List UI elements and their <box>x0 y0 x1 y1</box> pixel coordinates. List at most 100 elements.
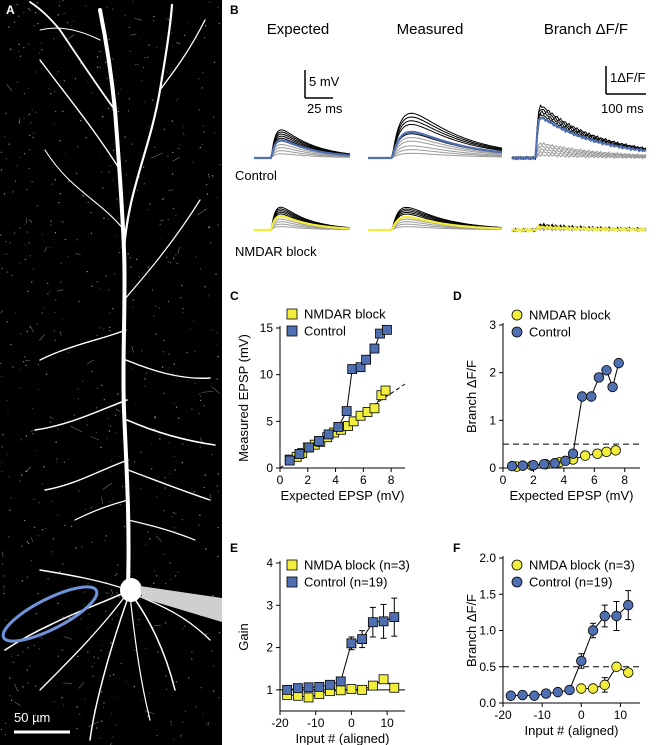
speckle <box>107 218 109 220</box>
data-point <box>607 381 618 393</box>
speckle <box>125 160 127 162</box>
speckle <box>38 535 40 537</box>
data-point <box>333 422 344 432</box>
speckle <box>27 290 29 292</box>
speckle <box>109 165 111 167</box>
speckle <box>136 189 139 191</box>
speckle <box>177 571 179 573</box>
y-axis-label: Measured EPSP (mV) <box>236 334 251 462</box>
speckle <box>217 527 219 529</box>
speckle <box>25 329 27 331</box>
speckle <box>106 77 108 79</box>
x-tick-label: 8 <box>621 473 628 487</box>
speckle <box>202 125 204 127</box>
speckle <box>96 281 98 283</box>
speckle <box>11 699 13 701</box>
speckle <box>5 112 7 114</box>
speckle <box>56 514 58 516</box>
speckle <box>179 144 181 146</box>
y-tick-label: 2 <box>266 641 273 655</box>
soma <box>120 578 142 602</box>
speckle <box>15 165 17 167</box>
speckle <box>166 71 168 73</box>
speckle <box>38 52 41 54</box>
speckle <box>33 644 35 646</box>
speckle <box>205 495 207 497</box>
speckle <box>169 494 171 497</box>
speckle <box>157 476 159 478</box>
speckle <box>83 603 85 605</box>
column-title-measured: Measured <box>397 21 464 38</box>
data-point <box>601 446 612 457</box>
speckle <box>178 417 180 419</box>
speckle <box>120 662 122 664</box>
speckle <box>159 438 161 440</box>
y-tick-label: 1 <box>266 683 273 697</box>
speckle <box>102 187 104 189</box>
speckle <box>150 526 152 529</box>
speckle <box>79 713 81 715</box>
speckle <box>60 334 62 336</box>
speckle <box>130 266 132 268</box>
speckle <box>32 136 34 138</box>
speckle <box>50 224 52 226</box>
speckle <box>75 172 78 174</box>
speckle <box>154 570 156 572</box>
speckle <box>5 619 7 621</box>
speckle <box>103 217 105 219</box>
speckle <box>133 686 135 688</box>
speckle <box>211 453 213 456</box>
speckle <box>117 110 120 112</box>
fine-dendrite <box>14 683 19 692</box>
speckle <box>54 311 56 313</box>
speckle <box>0 362 2 365</box>
speckle <box>163 553 165 555</box>
speckle <box>42 307 44 309</box>
speckle <box>167 218 169 221</box>
speckle <box>28 113 30 116</box>
speckle <box>97 657 99 659</box>
speckle <box>153 428 155 430</box>
speckle <box>105 610 107 612</box>
data-point <box>576 655 587 667</box>
y-tick-label: 5 <box>266 414 273 428</box>
speckle <box>2 434 4 436</box>
speckle <box>71 525 73 527</box>
fine-dendrite <box>172 511 177 515</box>
speckle <box>6 321 8 323</box>
data-point <box>505 690 517 701</box>
y-tick-label: 2.0 <box>479 551 496 565</box>
speckle <box>140 451 142 453</box>
data-point <box>347 364 358 374</box>
speckle <box>80 63 82 65</box>
speckle <box>34 12 37 14</box>
trace-area <box>254 104 647 234</box>
speckle <box>90 211 92 214</box>
series-control <box>505 590 634 701</box>
speckle <box>99 287 101 290</box>
data-point <box>528 459 539 471</box>
speckle <box>29 665 31 667</box>
speckle <box>143 101 145 103</box>
legend-marker <box>511 326 523 338</box>
speckle <box>108 171 110 173</box>
speckle <box>182 443 184 445</box>
speckle <box>203 486 205 489</box>
speckle <box>144 385 146 387</box>
speckle <box>167 300 170 302</box>
speckle <box>213 665 215 667</box>
speckle <box>168 261 170 263</box>
speckle <box>35 685 37 687</box>
speckle <box>56 461 58 463</box>
data-point <box>529 690 540 701</box>
speckle <box>41 49 43 51</box>
speckle <box>8 536 10 538</box>
series-control <box>506 357 624 472</box>
fine-dendrite <box>63 682 72 685</box>
speckle <box>35 613 37 615</box>
speckle <box>78 490 80 492</box>
speckle <box>128 98 130 100</box>
x-tick-label: -20 <box>494 708 512 722</box>
legend-label: Control <box>529 325 571 340</box>
speckle <box>0 151 2 153</box>
